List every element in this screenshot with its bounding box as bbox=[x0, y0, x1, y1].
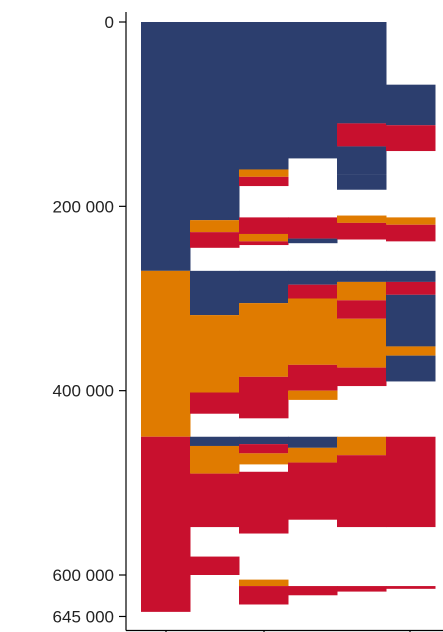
bar-segment-3-11 bbox=[239, 376, 289, 419]
bar-segment-3-7 bbox=[239, 241, 289, 246]
bar-segment-2-13 bbox=[190, 556, 240, 575]
bar-segment-6-8 bbox=[386, 270, 436, 282]
bar-segment-3-14 bbox=[239, 444, 289, 454]
bar-segment-1-3 bbox=[141, 436, 191, 612]
bar-segment-6-14 bbox=[386, 436, 436, 528]
bar-segment-5-13 bbox=[337, 367, 387, 387]
bar-segment-5-18 bbox=[337, 586, 387, 592]
bar-segment-3-5 bbox=[239, 217, 289, 234]
y-tick-label: 0 bbox=[105, 13, 114, 32]
bar-segment-6-2 bbox=[386, 84, 436, 126]
bar-segment-5-2 bbox=[337, 123, 387, 147]
bar-segment-5-7 bbox=[337, 222, 387, 240]
bar-segment-2-11 bbox=[190, 473, 240, 528]
bar-segment-4-1 bbox=[288, 22, 338, 159]
bar-segment-1-1 bbox=[141, 22, 191, 271]
bar-segment-2-10 bbox=[190, 445, 240, 474]
bar-segment-5-1 bbox=[337, 22, 387, 124]
bar-segment-3-13 bbox=[239, 436, 289, 445]
bar-segment-2-1 bbox=[190, 22, 240, 221]
bar-segment-4-16 bbox=[288, 586, 338, 596]
bar-segment-6-5 bbox=[386, 217, 436, 225]
bar-segment-5-11 bbox=[337, 300, 387, 319]
bar-segment-4-12 bbox=[288, 436, 338, 448]
bar-segment-3-3 bbox=[239, 176, 289, 187]
y-tick-label: 600 000 bbox=[53, 566, 114, 585]
bar-segment-2-5 bbox=[190, 270, 240, 316]
bar-segment-2-6 bbox=[190, 315, 240, 393]
bar-segment-6-10 bbox=[386, 294, 436, 347]
bar-segment-6-6 bbox=[386, 224, 436, 242]
bar-segment-3-2 bbox=[239, 169, 289, 177]
plot-area bbox=[141, 22, 436, 612]
bar-segment-3-1 bbox=[239, 22, 289, 170]
bar-segment-5-6 bbox=[337, 215, 387, 223]
bar-segment-5-9 bbox=[337, 270, 387, 282]
bar-segment-3-6 bbox=[239, 233, 289, 242]
bar-segment-5-12 bbox=[337, 318, 387, 368]
bar-segment-6-12 bbox=[386, 355, 436, 382]
bar-segment-4-7 bbox=[288, 284, 338, 299]
bar-segment-4-14 bbox=[288, 462, 338, 520]
bar-segment-3-17 bbox=[239, 471, 289, 534]
bar-segment-5-4 bbox=[337, 174, 387, 190]
bar-segment-6-3 bbox=[386, 125, 436, 152]
bar-segment-2-7 bbox=[190, 392, 240, 414]
bar-segment-3-9 bbox=[239, 270, 289, 304]
bar-segment-3-10 bbox=[239, 303, 289, 377]
y-tick-label: 200 000 bbox=[53, 197, 114, 216]
bar-segment-2-2 bbox=[190, 220, 240, 233]
bar-segment-5-3 bbox=[337, 146, 387, 175]
bar-segment-6-16 bbox=[386, 586, 436, 589]
bar-segment-2-3 bbox=[190, 232, 240, 248]
bar-segment-4-4 bbox=[288, 238, 338, 244]
bar-segment-5-15 bbox=[337, 436, 387, 456]
bar-segment-4-3 bbox=[288, 217, 338, 239]
bar-segment-3-15 bbox=[239, 453, 289, 465]
bar-segment-1-2 bbox=[141, 270, 191, 437]
bar-segment-3-20 bbox=[239, 586, 289, 605]
bar-segment-4-13 bbox=[288, 447, 338, 463]
bar-segment-5-10 bbox=[337, 281, 387, 301]
bar-segment-6-9 bbox=[386, 281, 436, 295]
bar-segment-6-11 bbox=[386, 346, 436, 356]
y-tick-label: 645 000 bbox=[53, 607, 114, 626]
bar-segment-3-19 bbox=[239, 579, 289, 587]
bar-segment-4-9 bbox=[288, 364, 338, 391]
bar-segment-5-16 bbox=[337, 455, 387, 528]
bar-segment-4-6 bbox=[288, 270, 338, 285]
bar-segment-4-8 bbox=[288, 298, 338, 365]
y-tick-label: 400 000 bbox=[53, 382, 114, 401]
bar-segment-4-10 bbox=[288, 390, 338, 400]
bar-segment-2-9 bbox=[190, 436, 240, 446]
